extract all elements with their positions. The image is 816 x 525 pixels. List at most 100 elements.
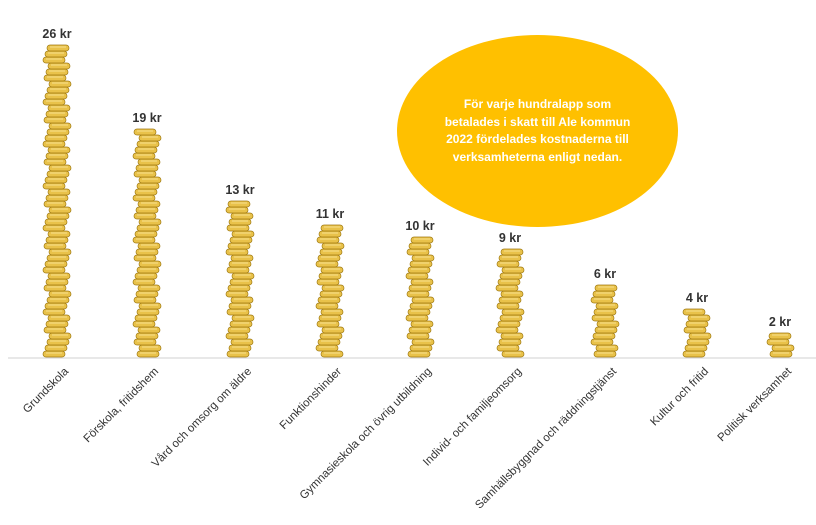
coin — [501, 350, 525, 358]
coin — [47, 314, 71, 322]
coin — [411, 254, 435, 262]
coin — [47, 230, 71, 238]
coin — [411, 296, 435, 304]
coin — [596, 320, 620, 328]
coin — [46, 254, 70, 262]
coin — [407, 266, 431, 274]
coin — [590, 296, 614, 304]
coin — [48, 290, 72, 298]
category-label: Individ- och familjeomsorg — [421, 366, 524, 469]
coin — [315, 302, 339, 310]
coin — [46, 338, 70, 346]
coin — [133, 254, 157, 262]
coin — [408, 284, 432, 292]
coin — [228, 260, 252, 268]
coin — [44, 134, 68, 142]
coin — [406, 332, 430, 340]
coin — [406, 248, 430, 256]
coin — [317, 338, 341, 346]
coin — [321, 242, 345, 250]
coin — [227, 284, 251, 292]
coin — [43, 284, 67, 292]
coin — [47, 188, 71, 196]
coin — [499, 272, 523, 280]
coin — [132, 278, 156, 286]
coin — [135, 332, 159, 340]
coin-stacks — [42, 44, 795, 358]
coin — [135, 290, 159, 298]
coin — [48, 248, 72, 256]
coin — [225, 206, 249, 214]
coin — [229, 236, 253, 244]
coin — [136, 266, 160, 274]
coin — [501, 266, 525, 274]
coin — [228, 218, 252, 226]
coin — [501, 308, 525, 316]
coin — [45, 152, 69, 160]
coin — [410, 320, 434, 328]
coin — [47, 104, 71, 112]
coin — [133, 296, 157, 304]
coin — [132, 152, 156, 160]
coin — [133, 170, 157, 178]
category-label: Vård och omsorg om äldre — [150, 366, 254, 470]
coin — [316, 278, 340, 286]
coin — [498, 254, 522, 262]
coin — [592, 290, 616, 298]
coin — [44, 176, 68, 184]
coin — [683, 326, 707, 334]
coin — [132, 320, 156, 328]
coin — [495, 326, 519, 334]
value-label: 19 kr — [132, 111, 161, 125]
coin — [682, 308, 706, 316]
coin — [768, 332, 792, 340]
coin — [43, 74, 67, 82]
info-bubble: För varje hundralapp som betalades i ska… — [397, 35, 678, 227]
value-label: 26 kr — [42, 27, 71, 41]
value-label: 2 kr — [769, 315, 791, 329]
coin-stack — [225, 200, 255, 358]
coin — [226, 350, 250, 358]
coin — [43, 242, 67, 250]
coin — [405, 272, 429, 280]
coin — [227, 242, 251, 250]
coin — [408, 242, 432, 250]
coin — [45, 194, 69, 202]
coin — [227, 326, 251, 334]
category-label: Grundskola — [21, 365, 71, 415]
value-labels: 26 kr 19 kr 13 kr 11 kr 10 kr 9 kr 6 kr 4 kr 2 k… — [42, 27, 791, 329]
value-label: 4 kr — [686, 291, 708, 305]
coin — [136, 224, 160, 232]
coin — [43, 116, 67, 124]
coin — [687, 314, 711, 322]
coin-stack — [495, 248, 525, 358]
coin — [136, 350, 160, 358]
coin — [408, 326, 432, 334]
coin — [137, 326, 161, 334]
coin — [138, 344, 162, 352]
coin — [319, 248, 343, 256]
info-bubble-text: För varje hundralapp som betalades i ska… — [444, 97, 631, 164]
coin — [318, 314, 342, 322]
coin — [138, 260, 162, 268]
coin — [769, 350, 793, 358]
coin — [318, 272, 342, 280]
coin — [684, 344, 708, 352]
coin — [48, 80, 72, 88]
coin — [132, 236, 156, 244]
coin — [44, 260, 68, 268]
coin — [496, 260, 520, 268]
coin — [409, 344, 433, 352]
category-label: Kultur och fritid — [648, 366, 711, 429]
category-label: Funktionshinder — [278, 366, 344, 432]
coin — [315, 260, 339, 268]
coin — [593, 308, 617, 316]
coin — [45, 320, 69, 328]
coin — [42, 308, 66, 316]
coin — [46, 44, 70, 52]
value-label: 10 kr — [405, 219, 434, 233]
coin — [138, 218, 162, 226]
coin — [133, 338, 157, 346]
coin-stack — [766, 332, 795, 358]
